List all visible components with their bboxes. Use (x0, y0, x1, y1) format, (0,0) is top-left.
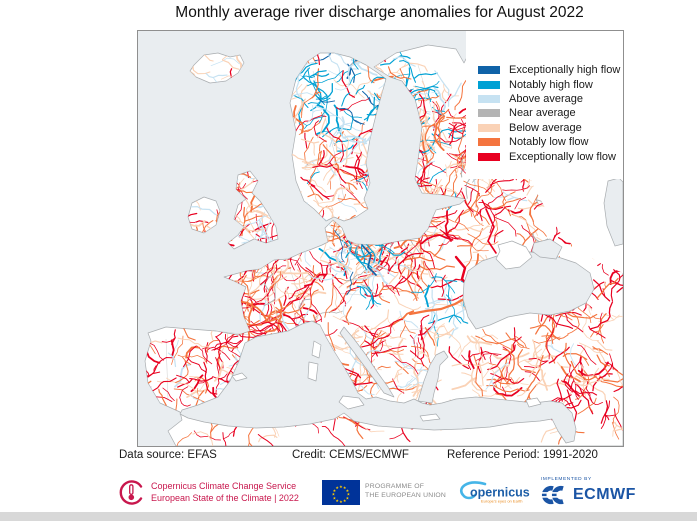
eu-flag-star: ★ (339, 484, 343, 489)
legend-swatch-above-average (478, 94, 500, 103)
eu-line2: THE EUROPEAN UNION (365, 491, 447, 499)
legend-label: Notably low flow (509, 136, 589, 149)
legend-label: Above average (509, 92, 583, 105)
island-sardinia (307, 361, 319, 382)
map-frame: Exceptionally high flow Notably high flo… (137, 30, 624, 447)
island-corsica (311, 340, 322, 359)
sea-aegean (417, 350, 449, 404)
legend-label: Exceptionally high flow (509, 64, 621, 77)
c3s-logo-icon (119, 480, 143, 505)
copernicus-logo: opernicus Europe's eyes on Earth (460, 481, 530, 504)
legend-item-exceptionally-high: Exceptionally high flow (466, 63, 623, 77)
land-ireland (187, 196, 221, 234)
eu-flag-star: ★ (333, 495, 337, 500)
legend-swatch-below-average (478, 123, 500, 132)
reference-period-text: Reference Period: 1991-2020 (447, 449, 598, 461)
land-crimea (495, 240, 533, 270)
legend-item-exceptionally-low: Exceptionally low flow (466, 149, 623, 163)
marginal-seas (179, 238, 595, 444)
eu-flag-star: ★ (343, 485, 347, 490)
island-crete (419, 413, 441, 422)
legend: Exceptionally high flow Notably high flo… (466, 31, 623, 179)
ecmwf-wordmark: ECMWF (573, 486, 636, 503)
legend-item-below-average: Below average (466, 121, 623, 135)
eu-line1: PROGRAMME OF (365, 483, 425, 490)
legend-item-notably-low: Notably low flow (466, 135, 623, 149)
eu-flag: ★ ★★★★★★★★★★★ (322, 480, 360, 505)
eu-flag-star: ★ (339, 499, 343, 504)
c3s-logo-text: Copernicus Climate Change Service Europe… (151, 481, 299, 504)
eu-flag-star: ★ (333, 488, 337, 493)
data-source-text: Data source: EFAS (119, 449, 217, 461)
copernicus-wordmark: opernicus (470, 486, 530, 500)
island-cyprus (525, 397, 542, 408)
eu-flag-star: ★ (335, 485, 339, 490)
legend-label: Below average (509, 121, 582, 134)
legend-label: Notably high flow (509, 78, 593, 91)
major-river-dnieper (485, 208, 497, 254)
legend-item-above-average: Above average (466, 92, 623, 106)
legend-swatch-notably-high (478, 80, 500, 89)
legend-label: Exceptionally low flow (509, 150, 616, 163)
eu-flag-star: ★ (346, 488, 350, 493)
legend-swatch-exceptionally-low (478, 152, 500, 161)
legend-swatch-exceptionally-high (478, 66, 500, 75)
eu-flag-star: ★ (343, 498, 347, 503)
ecmwf-implemented-by: IMPLEMENTED BY (541, 477, 592, 482)
credit-text: Credit: CEMS/ECMWF (292, 449, 409, 461)
bottom-strip (0, 512, 697, 521)
legend-item-notably-high: Notably high flow (466, 77, 623, 91)
eu-flag-star: ★ (335, 498, 339, 503)
copernicus-tagline: Europe's eyes on Earth (481, 499, 522, 504)
sea-adriatic (339, 326, 395, 398)
island-balearic (231, 372, 248, 382)
eu-flag-star: ★ (346, 495, 350, 500)
figure-title: Monthly average river discharge anomalie… (175, 4, 584, 21)
island-sicily (338, 395, 365, 410)
ecmwf-cc-icon (539, 485, 570, 505)
ecmwf-logo: IMPLEMENTED BY ECMWF (539, 477, 636, 506)
eu-flag-star: ★ (332, 492, 336, 497)
legend-swatch-notably-low (478, 138, 500, 147)
c3s-line2: European State of the Climate | 2022 (151, 492, 299, 503)
eu-programme-text: PROGRAMME OF THE EUROPEAN UNION (365, 483, 446, 500)
sea-azov (531, 238, 563, 260)
legend-label: Near average (509, 107, 576, 120)
sea-mediterranean (179, 320, 577, 444)
legend-item-near-average: Near average (466, 106, 623, 120)
major-river-upper-vistula (361, 244, 377, 276)
major-river-lower-danube (408, 297, 466, 316)
c3s-line1: Copernicus Climate Change Service (151, 481, 297, 491)
eu-flag-star: ★ (347, 492, 351, 497)
legend-swatch-near-average (478, 109, 500, 118)
